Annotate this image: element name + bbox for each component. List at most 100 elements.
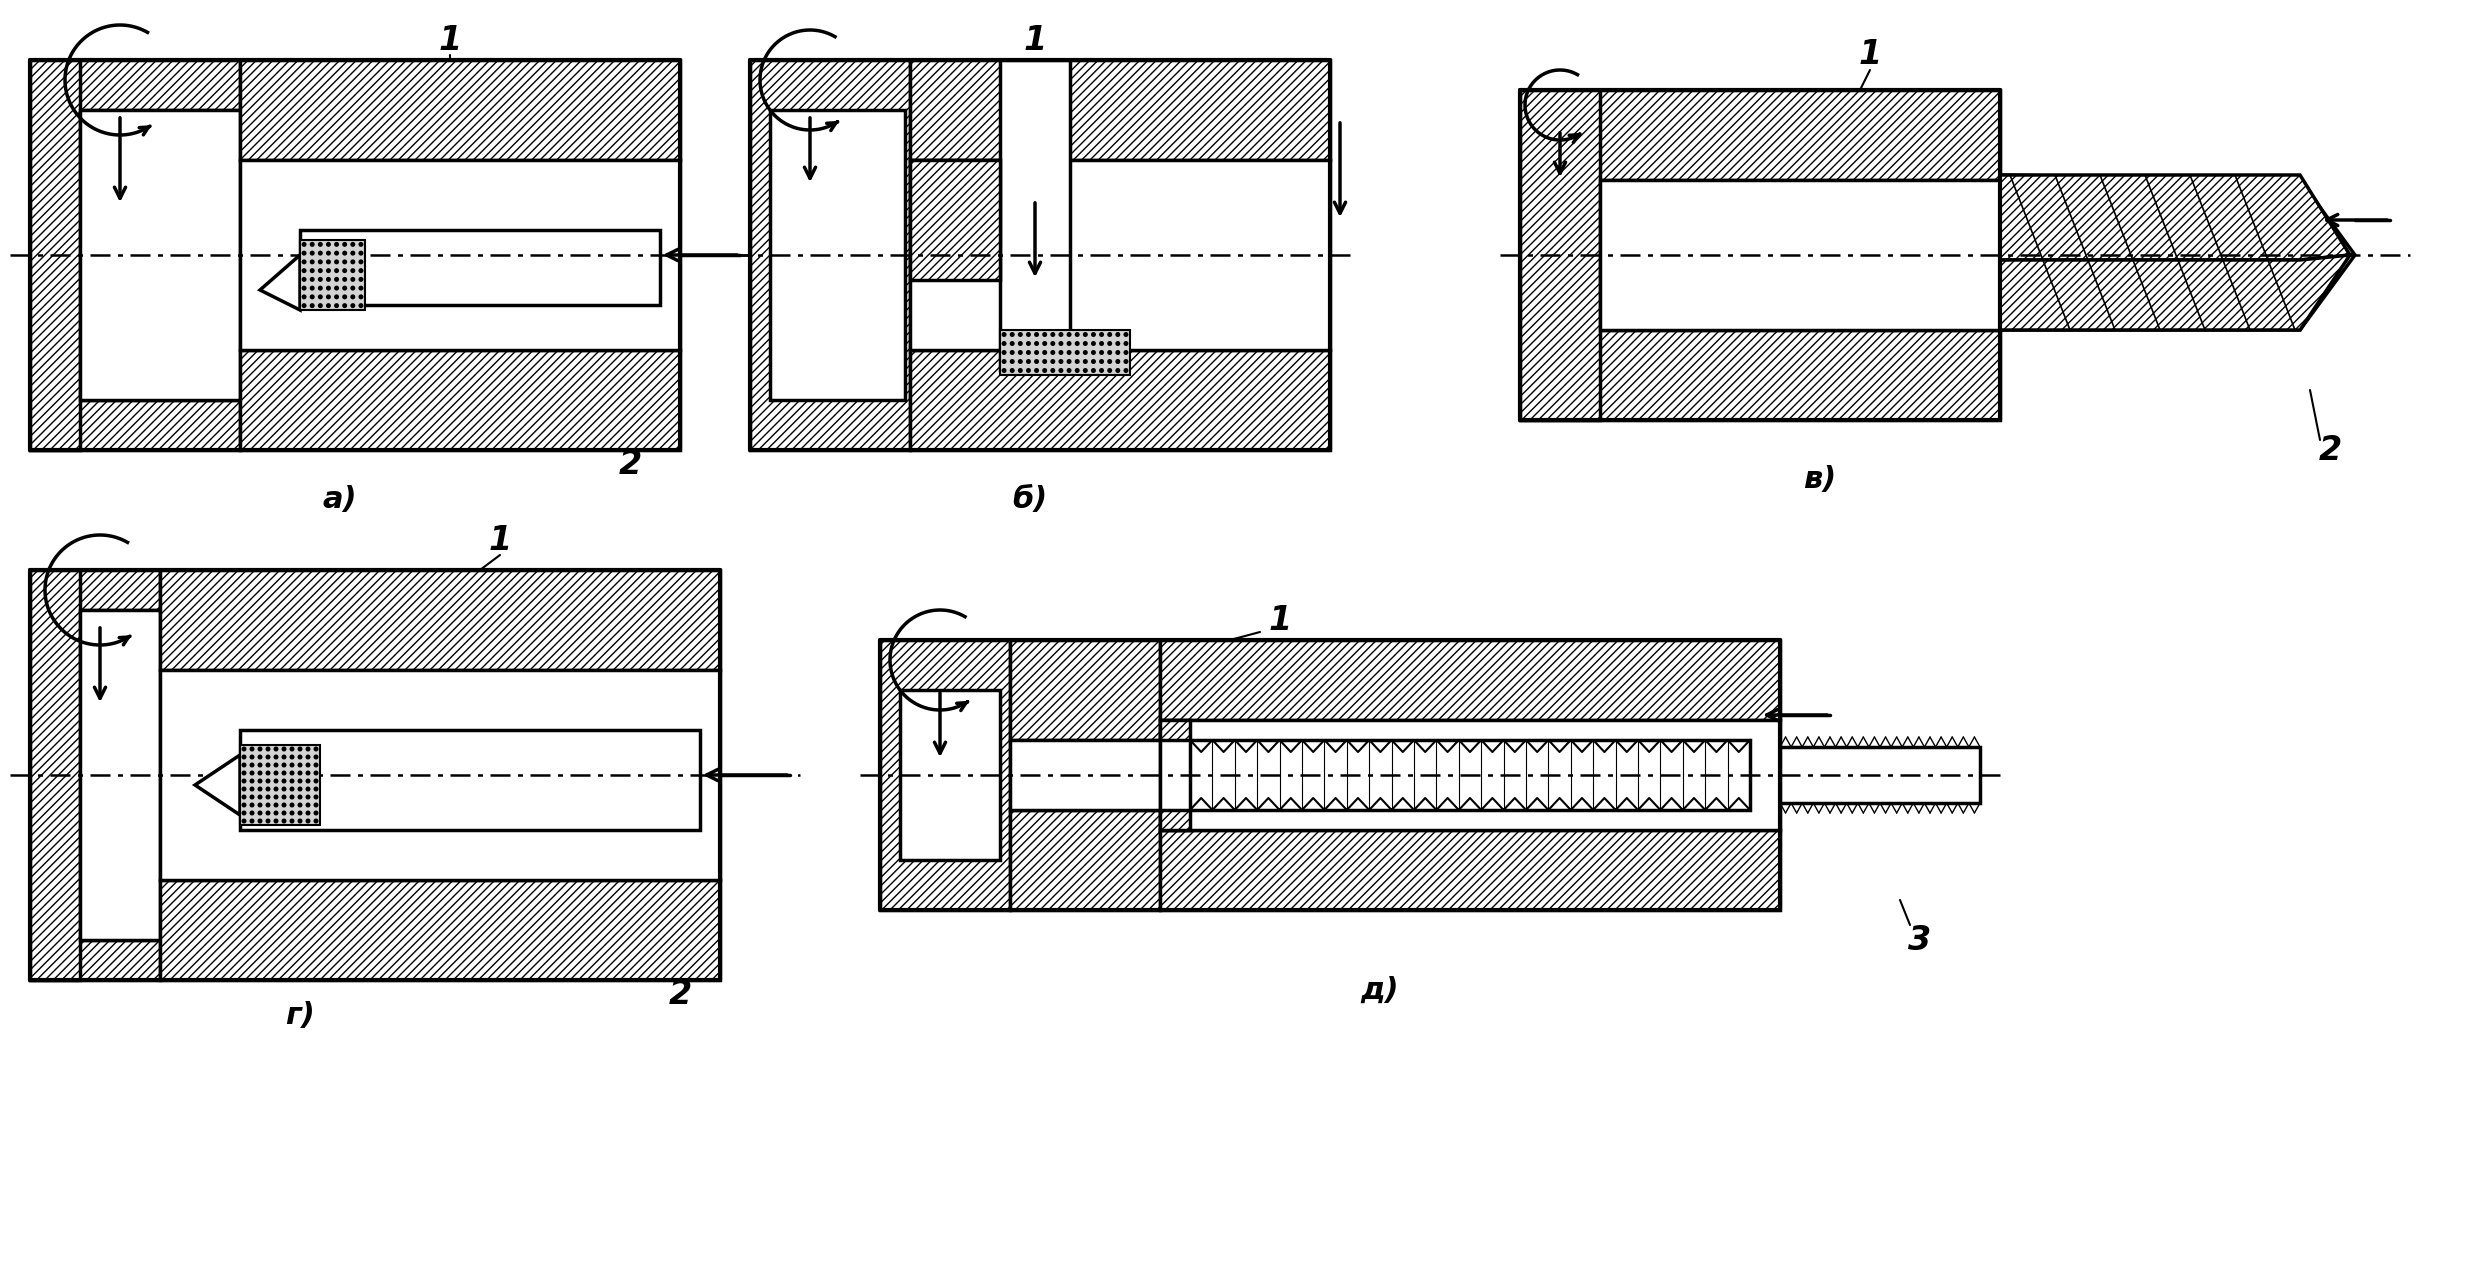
Circle shape [351, 241, 356, 247]
Circle shape [317, 250, 322, 255]
Circle shape [275, 755, 280, 760]
Circle shape [265, 811, 270, 816]
Circle shape [1098, 341, 1103, 346]
Circle shape [1066, 358, 1071, 364]
Circle shape [1009, 369, 1014, 372]
Circle shape [257, 787, 262, 792]
Polygon shape [881, 641, 1009, 910]
Circle shape [289, 746, 294, 751]
Circle shape [1123, 358, 1128, 364]
Circle shape [1002, 358, 1007, 364]
Circle shape [351, 295, 356, 300]
Circle shape [317, 241, 322, 247]
Circle shape [257, 770, 262, 775]
Polygon shape [1519, 90, 1999, 180]
Circle shape [1098, 369, 1103, 372]
Circle shape [1051, 350, 1056, 355]
Circle shape [257, 794, 262, 799]
Polygon shape [999, 60, 1069, 370]
Circle shape [1123, 350, 1128, 355]
Circle shape [1066, 369, 1071, 372]
Circle shape [309, 268, 314, 273]
Circle shape [1116, 369, 1121, 372]
Polygon shape [1601, 180, 1999, 330]
Circle shape [1017, 350, 1022, 355]
Bar [299, 240, 366, 310]
Circle shape [314, 779, 319, 783]
Circle shape [334, 259, 339, 264]
Circle shape [257, 746, 262, 751]
Circle shape [359, 277, 364, 282]
Polygon shape [30, 941, 161, 980]
Circle shape [297, 794, 302, 799]
Circle shape [1066, 341, 1071, 346]
Circle shape [304, 755, 312, 760]
Circle shape [304, 811, 312, 816]
Circle shape [351, 302, 356, 308]
Circle shape [1074, 350, 1079, 355]
Circle shape [282, 819, 287, 824]
Circle shape [314, 787, 319, 792]
Circle shape [341, 277, 346, 282]
Circle shape [1116, 341, 1121, 346]
Circle shape [1027, 350, 1032, 355]
Circle shape [1091, 350, 1096, 355]
Circle shape [289, 787, 294, 792]
Circle shape [1074, 341, 1079, 346]
Circle shape [327, 259, 332, 264]
Circle shape [327, 250, 332, 255]
Circle shape [275, 819, 280, 824]
Circle shape [1059, 350, 1064, 355]
Polygon shape [1009, 810, 1160, 910]
Circle shape [1009, 350, 1014, 355]
Circle shape [275, 802, 280, 807]
Circle shape [302, 241, 307, 247]
Circle shape [1009, 332, 1014, 337]
Circle shape [1017, 358, 1022, 364]
Circle shape [242, 794, 247, 799]
Circle shape [317, 268, 322, 273]
Circle shape [314, 770, 319, 775]
Circle shape [1042, 358, 1047, 364]
Circle shape [297, 819, 302, 824]
Circle shape [1108, 332, 1113, 337]
Circle shape [1108, 358, 1113, 364]
Circle shape [250, 787, 255, 792]
Circle shape [1027, 332, 1032, 337]
Polygon shape [1009, 740, 1160, 810]
Circle shape [1108, 341, 1113, 346]
Circle shape [304, 794, 312, 799]
Circle shape [289, 763, 294, 768]
Circle shape [242, 755, 247, 760]
Polygon shape [1160, 719, 1779, 830]
Circle shape [1017, 341, 1022, 346]
Polygon shape [1519, 90, 1601, 419]
Circle shape [250, 802, 255, 807]
Circle shape [242, 746, 247, 751]
Text: а): а) [322, 486, 356, 515]
Polygon shape [30, 400, 240, 450]
Circle shape [250, 779, 255, 783]
Circle shape [1091, 369, 1096, 372]
Circle shape [317, 302, 322, 308]
Circle shape [1027, 369, 1032, 372]
Circle shape [242, 763, 247, 768]
Circle shape [257, 763, 262, 768]
Polygon shape [910, 350, 1331, 450]
Circle shape [275, 794, 280, 799]
Circle shape [334, 250, 339, 255]
Polygon shape [195, 755, 240, 815]
Circle shape [297, 802, 302, 807]
Polygon shape [769, 111, 905, 400]
Circle shape [257, 802, 262, 807]
Circle shape [304, 779, 312, 783]
Circle shape [1051, 369, 1056, 372]
Circle shape [265, 779, 270, 783]
Circle shape [282, 770, 287, 775]
Polygon shape [750, 60, 910, 450]
Circle shape [1066, 350, 1071, 355]
Circle shape [304, 763, 312, 768]
Polygon shape [910, 160, 1331, 350]
Circle shape [1042, 341, 1047, 346]
Circle shape [317, 259, 322, 264]
